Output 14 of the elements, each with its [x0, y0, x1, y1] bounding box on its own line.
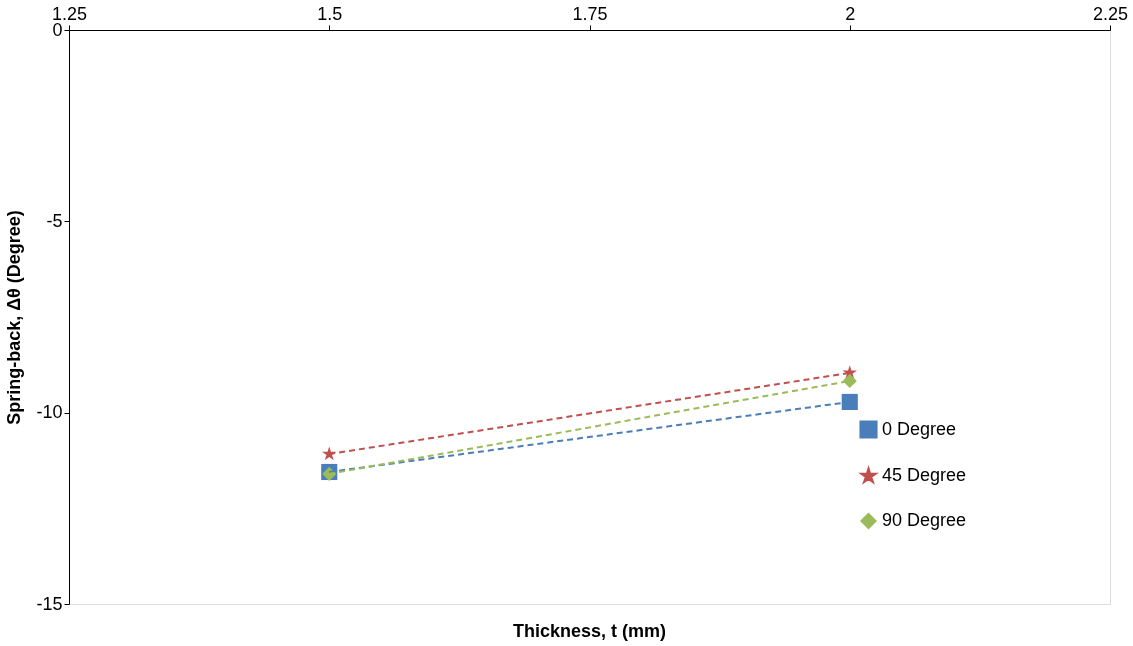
x-tick-label: 1.75: [572, 3, 608, 24]
x-tick-label: 2.25: [1092, 3, 1129, 24]
point: [841, 393, 858, 411]
legend-label: 0 Degree: [882, 418, 957, 439]
y-tick-label: -15: [36, 593, 63, 614]
x-tick-label: 1.5: [317, 3, 343, 24]
x-tick-label: 2: [845, 3, 856, 24]
y-tick-label: -5: [46, 210, 63, 231]
y-axis-title: Spring-back, Δθ (Degree): [4, 210, 25, 425]
x-axis-title: Thickness, t (mm): [512, 621, 667, 641]
legend-label: 45 Degree: [882, 465, 967, 485]
point: [842, 373, 857, 388]
legend-label: 90 Degree: [882, 510, 967, 530]
y-tick-label: -10: [36, 402, 63, 423]
